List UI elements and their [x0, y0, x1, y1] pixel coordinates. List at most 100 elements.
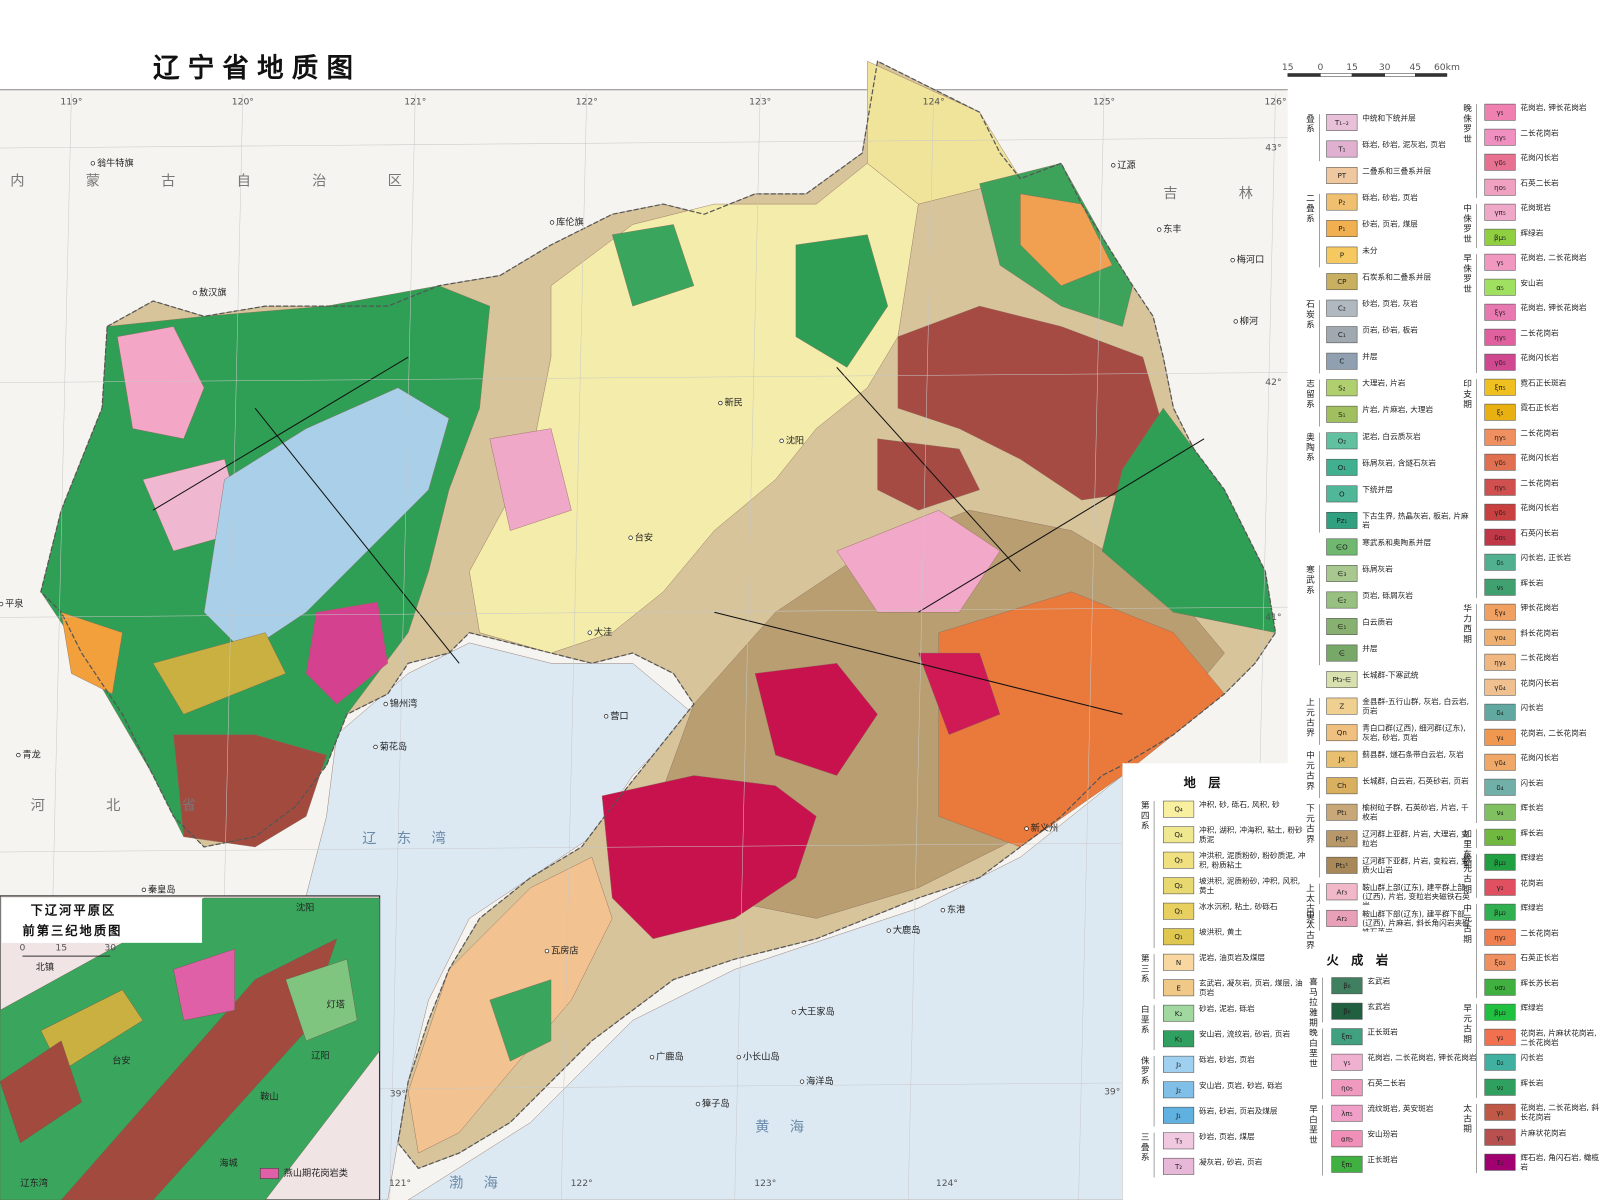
legend-description: 未分: [1362, 245, 1378, 256]
graticule-line: [0, 841, 1288, 853]
legend-code: δ₂: [1496, 1058, 1503, 1067]
legend-panel-lower: [1122, 763, 1296, 1200]
legend-description: 青白口群(辽西), 细河群(辽东), 灰岩, 砂岩, 页岩: [1362, 723, 1466, 742]
place-label: 瓦房店: [551, 945, 579, 957]
legend-description: 中统和下统并层: [1362, 113, 1416, 123]
inset-scale-label: 15: [55, 942, 67, 953]
inset-place-label: 北镇: [36, 961, 54, 973]
longitude-label: 123°: [754, 1178, 776, 1189]
legend-group-label: 上太古界: [1306, 883, 1315, 925]
scale-segment: [1320, 73, 1353, 77]
legend-description-box: 下统并层: [1362, 485, 1393, 494]
legend-description-box: 霓石正长岩: [1520, 403, 1558, 412]
legend-swatch: [1163, 851, 1195, 869]
legend-group-label-box: 下元古界: [1306, 804, 1315, 845]
legend-group-label: 华力西期: [1463, 604, 1472, 645]
legend-swatch: [1484, 1053, 1516, 1071]
legend-description: 冲洪积, 泥质粉砂, 粉砂质泥, 冲积, 粉质粘土: [1198, 851, 1306, 870]
legend-group-label: 中侏罗世: [1463, 204, 1472, 245]
legend-swatch: [1484, 703, 1516, 721]
legend-description-box: 闪长岩, 正长岩: [1520, 553, 1571, 562]
legend-header: 火 成 岩: [1327, 953, 1393, 968]
legend-description: 辉长岩: [1520, 578, 1544, 588]
legend-description-box: 未分: [1362, 245, 1378, 256]
legend-swatch: [1326, 750, 1358, 768]
legend-description: 片岩, 片麻岩, 大理岩: [1362, 405, 1434, 415]
legend-description: 砾岩, 砂岩, 页岩: [1198, 1055, 1255, 1065]
legend-description-box: 泥岩, 白云质灰岩: [1362, 432, 1420, 441]
legend-swatch: [1484, 1128, 1516, 1146]
legend-swatch: [1484, 503, 1516, 521]
legend-group-label-box: 志留系: [1306, 379, 1315, 411]
legend-description-box: 花岗岩: [1520, 878, 1543, 887]
legend-code: J₃: [1175, 1060, 1181, 1069]
legend-description-box: 花岗闪长岩: [1520, 153, 1558, 162]
legend-swatch: [1484, 1003, 1516, 1021]
legend-swatch: [1331, 1155, 1363, 1173]
legend-swatch: [1484, 278, 1516, 296]
inset-title: 下辽河平原区: [31, 903, 117, 918]
latitude-label: 41°: [1265, 612, 1281, 623]
legend-code: γ₂: [1496, 1033, 1503, 1042]
legend-description: 大理岩, 片岩: [1362, 378, 1406, 388]
legend-description: 正长斑岩: [1367, 1155, 1398, 1165]
geo-unit: [754, 663, 878, 776]
legend-description-box: 砾岩, 砂岩, 页岩及煤层: [1199, 1106, 1278, 1115]
scale-bar: 15 0 15 30 45 60km: [1282, 62, 1460, 77]
latitude-label: 42°: [1265, 377, 1281, 388]
legend-swatch: [1484, 228, 1516, 246]
legend-description-box: 安山岩, 流纹岩, 砂岩, 页岩: [1199, 1030, 1290, 1039]
legend-swatch: [1163, 1004, 1195, 1022]
legend-code: ηγ₅: [1494, 433, 1506, 442]
legend-code: ηγ₅: [1494, 333, 1506, 342]
legend-description: 花岗岩, 片麻状花岗岩, 二长花岗岩: [1520, 1028, 1597, 1047]
legend-description-box: 页岩, 砾屑灰岩: [1362, 591, 1413, 600]
legend-description: 长城群-下寒武统: [1362, 670, 1419, 680]
place-label: 青龙: [22, 749, 40, 761]
legend-description: 长城群, 白云岩, 石英砂岩, 页岩: [1362, 776, 1469, 786]
legend-swatch: [1326, 432, 1358, 450]
legend-group-label: 侏罗系: [1140, 1056, 1150, 1087]
longitude-label: 124°: [936, 1178, 958, 1189]
legend-swatch: [1163, 826, 1195, 844]
inset-place-label: 海城: [219, 1157, 237, 1169]
legend-swatch: [1163, 1055, 1195, 1073]
fault-line: [918, 438, 1205, 613]
geo-unit: [1020, 193, 1113, 286]
legend-group-label: 志留系: [1306, 379, 1315, 411]
longitude-label: 121°: [404, 97, 426, 108]
map-labels: 内蒙古自治区吉林省河北省辽东湾黄海渤海翁牛特旗敖汉旗库伦旗新民沈阳台安大洼营口瓦…: [0, 157, 1329, 1192]
legend-group-label-box: 三叠系: [1141, 1133, 1150, 1164]
legend-description: 二长花岗岩: [1520, 128, 1559, 138]
region-label: 内蒙古自治区: [10, 173, 463, 190]
legend-group-label-box: 第三系: [1141, 954, 1150, 985]
place-marker: [1111, 163, 1116, 168]
legend-swatch: [1484, 853, 1516, 871]
geo-unit: [203, 387, 450, 654]
scale-segment: [1415, 73, 1448, 77]
legend-swatch: [1326, 193, 1358, 211]
legend-description-box: 正长斑岩: [1367, 1155, 1398, 1165]
legend-code: ∈₁: [1337, 622, 1346, 631]
inset-place-label: 台安: [112, 1055, 130, 1067]
scale-segment: [1287, 73, 1321, 77]
legend-swatch: [1326, 856, 1358, 874]
legend-description: 冲积, 湖积, 冲海积, 粘土, 粉砂质泥: [1198, 825, 1303, 844]
place-marker: [90, 161, 96, 166]
place-label: 柳河: [1240, 315, 1258, 327]
legend-code: ηγ₅: [1494, 483, 1506, 492]
scale-label: 30: [1379, 62, 1391, 73]
place-label: 大洼: [594, 626, 612, 638]
legend-code: γ₁: [1496, 1133, 1503, 1142]
legend-description-box: 二长花岗岩: [1520, 928, 1558, 937]
legend-description-box: 并层: [1362, 644, 1377, 653]
legend-description: 花岗闪长岩: [1520, 453, 1559, 463]
legend-code: ν₂: [1497, 1083, 1504, 1092]
legend-code: Pt₁¹: [1335, 861, 1348, 870]
legend-group-label: 早元古期: [1463, 1004, 1472, 1045]
place-marker: [779, 438, 784, 444]
legend-swatch: [1484, 903, 1516, 921]
place-label: 敖汉旗: [199, 286, 227, 298]
legend-description-box: 鞍山群下部(辽东), 建平群下部(辽西), 片麻岩, 斜长角闪岩夹磁铁石英岩: [1362, 909, 1470, 931]
